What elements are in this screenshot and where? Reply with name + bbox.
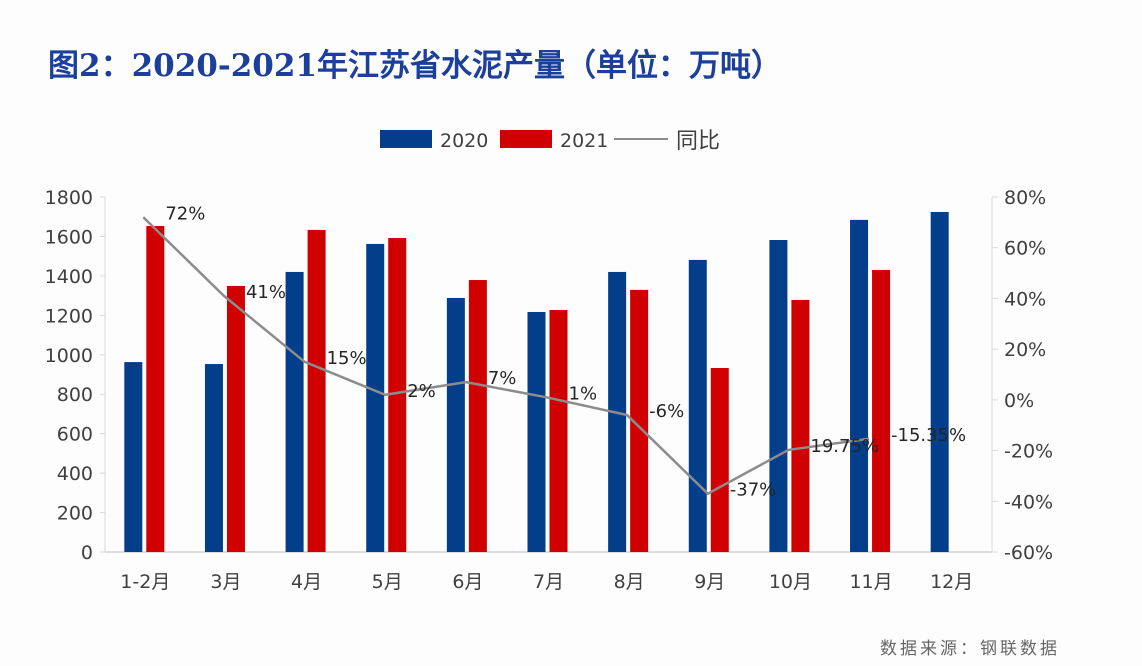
bar-2020: [527, 311, 546, 552]
y2-tick-label: -20%: [1004, 441, 1053, 463]
bar-2021: [872, 269, 891, 552]
x-tick-label: 1-2月: [120, 571, 170, 593]
y-tick-label: 600: [57, 424, 93, 446]
y-tick-label: 1000: [45, 345, 93, 367]
x-tick-label: 10月: [769, 571, 812, 593]
y-tick-label: 400: [57, 463, 93, 485]
yoy-data-label: 2%: [407, 381, 436, 402]
legend-label-yoy: 同比: [676, 129, 720, 154]
x-tick-label: 3月: [210, 571, 241, 593]
bar-2021: [710, 367, 729, 552]
bar-2021: [307, 229, 326, 553]
yoy-data-label: 1%: [569, 383, 598, 404]
yoy-data-label: 7%: [488, 368, 517, 389]
yoy-data-label: 72%: [165, 203, 205, 224]
legend-swatch-2020: [380, 130, 432, 148]
bar-2020: [688, 259, 707, 552]
x-tick-label: 4月: [291, 571, 322, 593]
y2-tick-label: 40%: [1004, 288, 1046, 310]
yoy-data-label: 15%: [327, 348, 367, 369]
bar-2020: [930, 211, 949, 552]
bar-2021: [791, 299, 810, 552]
y2-tick-label: 60%: [1004, 238, 1046, 260]
yoy-line: [142, 216, 870, 496]
bar-2020: [366, 243, 385, 552]
legend-swatch-2021: [500, 130, 552, 148]
x-tick-label: 12月: [930, 571, 973, 593]
data-source: 数据来源：钢联数据: [880, 639, 1060, 659]
y-tick-label: 200: [57, 503, 93, 525]
y-tick-label: 1800: [45, 187, 93, 209]
bar-2021: [549, 310, 568, 552]
y-tick-label: 1400: [45, 266, 93, 288]
yoy-data-label: 41%: [246, 282, 286, 303]
yoy-data-label: -15.35%: [891, 425, 966, 446]
y2-tick-label: 80%: [1004, 187, 1046, 209]
legend-label-2020: 2020: [440, 130, 488, 152]
chart-title: 图2：2020-2021年江苏省水泥产量（单位：万吨）: [48, 48, 782, 84]
bar-2020: [285, 271, 304, 552]
y2-tick-label: -60%: [1004, 542, 1053, 564]
bar-2021: [468, 280, 487, 552]
y2-tick-label: 0%: [1004, 390, 1034, 412]
y-tick-label: 1600: [45, 226, 93, 248]
y-tick-label: 800: [57, 384, 93, 406]
x-tick-label: 5月: [372, 571, 403, 593]
x-tick-label: 11月: [849, 571, 892, 593]
bar-2021: [630, 289, 649, 552]
x-tick-label: 9月: [694, 571, 725, 593]
bar-2021: [146, 225, 165, 552]
legend-label-2021: 2021: [560, 130, 608, 152]
y-tick-label: 0: [81, 542, 93, 564]
bar-2020: [769, 239, 788, 552]
yoy-data-label: -6%: [649, 401, 684, 422]
yoy-data-label: -37%: [730, 480, 777, 501]
yoy-data-label: 19.75%: [810, 436, 879, 457]
bar-2020: [850, 219, 869, 552]
bar-2021: [388, 238, 407, 552]
bar-2020: [124, 362, 143, 552]
bar-2020: [204, 364, 223, 552]
y2-tick-label: 20%: [1004, 339, 1046, 361]
y2-tick-label: -40%: [1004, 491, 1053, 513]
bar-2020: [446, 297, 465, 552]
x-tick-label: 8月: [614, 571, 645, 593]
x-tick-label: 7月: [533, 571, 564, 593]
y-tick-label: 1200: [45, 305, 93, 327]
x-tick-label: 6月: [452, 571, 483, 593]
bar-2021: [226, 285, 245, 552]
